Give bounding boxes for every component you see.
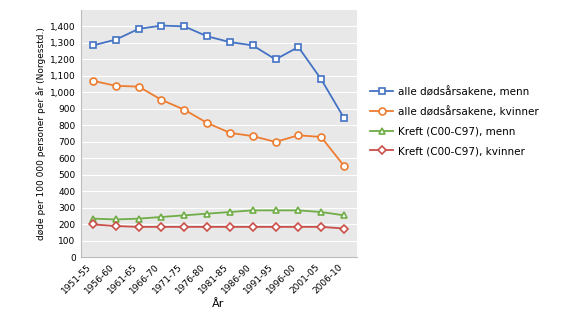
alle dødsårsakene, kvinner — [112, 84, 119, 88]
Kreft (C00-C97), menn — [227, 210, 233, 214]
Kreft (C00-C97), menn — [112, 217, 119, 221]
Kreft (C00-C97), menn — [295, 209, 302, 213]
Kreft (C00-C97), kvinner — [272, 225, 279, 229]
Kreft (C00-C97), kvinner — [295, 225, 302, 229]
alle dødsårsakene, menn — [135, 27, 142, 31]
Y-axis label: døde per 100 000 personer per år (Norgesstd.): døde per 100 000 personer per år (Norges… — [36, 27, 46, 240]
alle dødsårsakene, kvinner — [90, 79, 97, 83]
Line: Kreft (C00-C97), kvinner: Kreft (C00-C97), kvinner — [90, 222, 347, 231]
alle dødsårsakene, menn — [250, 43, 256, 47]
Kreft (C00-C97), menn — [158, 215, 165, 219]
Legend: alle dødsårsakene, menn, alle dødsårsakene, kvinner, Kreft (C00-C97), menn, Kref: alle dødsårsakene, menn, alle dødsårsake… — [367, 83, 542, 160]
alle dødsårsakene, menn — [181, 24, 187, 28]
Line: alle dødsårsakene, kvinner: alle dødsårsakene, kvinner — [90, 77, 347, 169]
alle dødsårsakene, menn — [204, 34, 210, 38]
Kreft (C00-C97), menn — [318, 210, 325, 214]
alle dødsårsakene, menn — [318, 77, 325, 81]
alle dødsårsakene, menn — [227, 40, 233, 44]
Kreft (C00-C97), kvinner — [250, 225, 256, 229]
Kreft (C00-C97), kvinner — [227, 225, 233, 229]
Kreft (C00-C97), menn — [90, 216, 97, 220]
Line: Kreft (C00-C97), menn: Kreft (C00-C97), menn — [90, 207, 347, 223]
Kreft (C00-C97), kvinner — [318, 225, 325, 229]
Kreft (C00-C97), menn — [272, 209, 279, 213]
alle dødsårsakene, kvinner — [204, 121, 210, 125]
Kreft (C00-C97), kvinner — [181, 225, 187, 229]
Kreft (C00-C97), menn — [181, 214, 187, 217]
alle dødsårsakene, kvinner — [250, 134, 256, 138]
alle dødsårsakene, kvinner — [272, 140, 279, 144]
alle dødsårsakene, menn — [272, 57, 279, 61]
Kreft (C00-C97), kvinner — [112, 224, 119, 228]
Kreft (C00-C97), menn — [250, 209, 256, 213]
Kreft (C00-C97), kvinner — [204, 225, 210, 229]
Kreft (C00-C97), kvinner — [135, 225, 142, 229]
X-axis label: År: År — [212, 300, 225, 310]
Kreft (C00-C97), kvinner — [90, 222, 97, 226]
alle dødsårsakene, menn — [112, 38, 119, 42]
alle dødsårsakene, menn — [340, 116, 347, 120]
alle dødsårsakene, kvinner — [295, 133, 302, 137]
Kreft (C00-C97), kvinner — [340, 226, 347, 230]
alle dødsårsakene, menn — [295, 45, 302, 49]
alle dødsårsakene, kvinner — [340, 164, 347, 168]
Line: alle dødsårsakene, menn: alle dødsårsakene, menn — [90, 22, 347, 121]
alle dødsårsakene, menn — [158, 24, 165, 28]
Kreft (C00-C97), menn — [135, 216, 142, 220]
alle dødsårsakene, kvinner — [227, 131, 233, 135]
alle dødsårsakene, kvinner — [181, 108, 187, 112]
alle dødsårsakene, menn — [90, 43, 97, 47]
alle dødsårsakene, kvinner — [158, 98, 165, 102]
Kreft (C00-C97), kvinner — [158, 225, 165, 229]
Kreft (C00-C97), menn — [340, 214, 347, 217]
alle dødsårsakene, kvinner — [135, 85, 142, 89]
Kreft (C00-C97), menn — [204, 212, 210, 216]
alle dødsårsakene, kvinner — [318, 135, 325, 139]
